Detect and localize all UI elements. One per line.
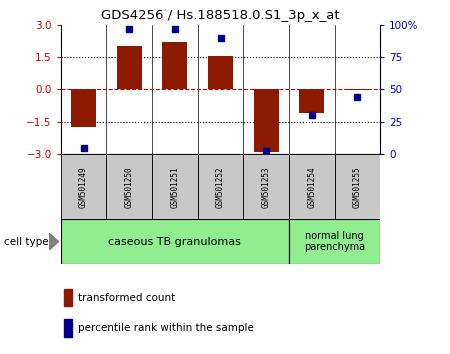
Bar	[117, 46, 142, 89]
Bar	[61, 219, 289, 264]
Text: GSM501253: GSM501253	[261, 166, 270, 207]
Bar	[64, 289, 72, 307]
Text: GSM501251: GSM501251	[171, 166, 180, 207]
Polygon shape	[49, 233, 58, 251]
Bar	[64, 319, 72, 337]
Bar	[335, 154, 380, 219]
Text: transformed count: transformed count	[78, 292, 176, 303]
Text: GSM501249: GSM501249	[79, 166, 88, 207]
Text: GSM501254: GSM501254	[307, 166, 316, 207]
Text: caseous TB granulomas: caseous TB granulomas	[108, 236, 241, 247]
Bar	[106, 154, 152, 219]
Bar	[61, 154, 106, 219]
Bar	[152, 154, 198, 219]
Bar	[243, 154, 289, 219]
Bar	[254, 89, 279, 152]
Text: GDS4256 / Hs.188518.0.S1_3p_x_at: GDS4256 / Hs.188518.0.S1_3p_x_at	[101, 9, 340, 22]
Bar	[289, 219, 380, 264]
Text: percentile rank within the sample: percentile rank within the sample	[78, 323, 254, 333]
Text: GSM501252: GSM501252	[216, 166, 225, 207]
Bar	[345, 89, 370, 91]
Bar	[198, 154, 243, 219]
Text: cell type: cell type	[4, 236, 49, 247]
Bar	[299, 89, 324, 113]
Text: GSM501255: GSM501255	[353, 166, 362, 207]
Bar	[208, 56, 233, 89]
Text: GSM501250: GSM501250	[125, 166, 134, 207]
Bar	[289, 154, 335, 219]
Bar	[71, 89, 96, 127]
Text: normal lung
parenchyma: normal lung parenchyma	[304, 231, 365, 252]
Bar	[162, 42, 187, 89]
